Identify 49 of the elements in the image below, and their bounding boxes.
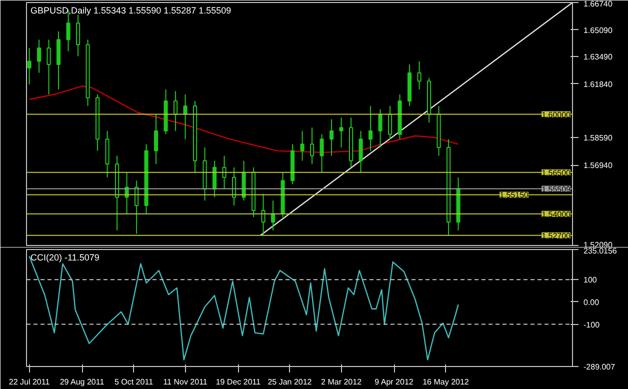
candlestick — [222, 155, 226, 190]
candlestick — [37, 39, 42, 74]
y-tick-label: 0.00 — [584, 298, 600, 307]
x-tick-label: 22 Jul 2011 — [8, 378, 50, 386]
candlestick — [388, 106, 392, 140]
candlestick — [300, 130, 304, 162]
y-tick-label: -100 — [584, 320, 600, 330]
y-tick-label: 1.66740 — [584, 0, 613, 8]
y-tick-label: 235.0156 — [584, 246, 618, 256]
x-tick-label: 19 Dec 2011 — [216, 378, 262, 386]
candlestick — [183, 94, 188, 140]
candlestick — [212, 160, 217, 198]
y-tick-label: -289.007 — [584, 362, 616, 372]
candlestick — [154, 114, 158, 165]
candlestick — [368, 106, 373, 152]
ref-line-label: 1.56500 — [542, 168, 572, 178]
y-tick-label: 1.65090 — [584, 26, 613, 35]
candlestick — [358, 130, 363, 173]
x-tick-label: 5 Oct 2011 — [114, 378, 154, 386]
candlestick — [339, 117, 344, 148]
ref-line-label: 1.52700 — [542, 231, 572, 240]
x-tick-label: 29 Aug 2011 — [60, 378, 105, 386]
y-tick-label: 1.61840 — [584, 80, 613, 89]
candlestick — [310, 127, 314, 165]
ref-line-label: 1.60000 — [542, 110, 572, 120]
y-tick-label: 100 — [584, 276, 598, 285]
x-tick-label: 2 Mar 2012 — [321, 378, 362, 386]
chart-title: GBPUSD,Daily 1.55343 1.55590 1.55287 1.55509 — [30, 6, 232, 16]
candlestick — [76, 14, 80, 57]
candlestick — [417, 60, 422, 90]
candlestick — [27, 47, 32, 85]
candlestick — [330, 118, 334, 156]
chart-title: CCI(20) -11.5079 — [30, 252, 100, 262]
y-tick-label: 1.56940 — [584, 161, 613, 170]
ref-line-label: 1.55150 — [500, 190, 530, 200]
x-tick-label: 11 Nov 2011 — [163, 378, 208, 386]
candlestick — [378, 108, 382, 148]
candlestick — [174, 90, 178, 132]
ref-line-label: 1.54000 — [542, 210, 572, 219]
candlestick — [46, 39, 51, 95]
x-tick-label: 9 Apr 2012 — [374, 378, 414, 386]
x-tick-label: 16 May 2012 — [422, 378, 470, 386]
candlestick — [261, 193, 266, 236]
candlestick — [320, 134, 324, 173]
line-series — [28, 256, 459, 360]
x-tick-label: 25 Jan 2012 — [268, 378, 312, 386]
ref-line-label: 1.55509 — [542, 184, 572, 194]
y-tick-label: 1.63490 — [584, 52, 613, 62]
y-tick-label: 1.58590 — [584, 134, 613, 143]
